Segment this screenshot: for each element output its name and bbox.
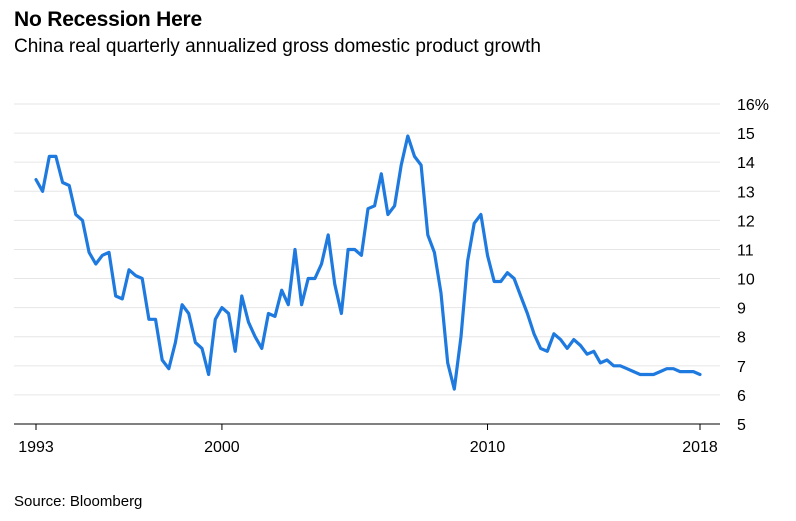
x-axis-labels: 1993 2000 2010 2018 — [18, 439, 718, 456]
chart-subtitle: China real quarterly annualized gross do… — [14, 36, 541, 57]
series-line — [34, 134, 702, 391]
y-tick-label: 7 — [737, 359, 746, 376]
chart-title: No Recession Here — [14, 8, 203, 31]
y-tick-label: 5 — [737, 417, 746, 434]
y-tick-label: 6 — [737, 388, 746, 405]
x-axis — [14, 423, 720, 430]
y-tick-label: 16% — [737, 97, 769, 114]
series-layer — [34, 134, 702, 391]
y-tick-label: 14 — [737, 155, 755, 172]
x-tick-label: 2010 — [470, 439, 506, 456]
x-tick-label: 2018 — [682, 439, 718, 456]
x-tick-label: 1993 — [18, 439, 54, 456]
y-tick-label: 12 — [737, 213, 755, 230]
source-note: Source: Bloomberg — [14, 493, 143, 510]
x-tick-label: 2000 — [204, 439, 240, 456]
y-tick-label: 8 — [737, 330, 746, 347]
gridlines — [14, 103, 720, 396]
y-tick-label: 13 — [737, 184, 755, 201]
y-tick-label: 9 — [737, 301, 746, 318]
y-tick-label: 10 — [737, 272, 755, 289]
y-axis-labels: 5 6 7 8 9 10 11 12 13 14 15 16% — [737, 97, 769, 434]
y-tick-label: 15 — [737, 126, 755, 143]
y-tick-label: 11 — [737, 242, 754, 259]
